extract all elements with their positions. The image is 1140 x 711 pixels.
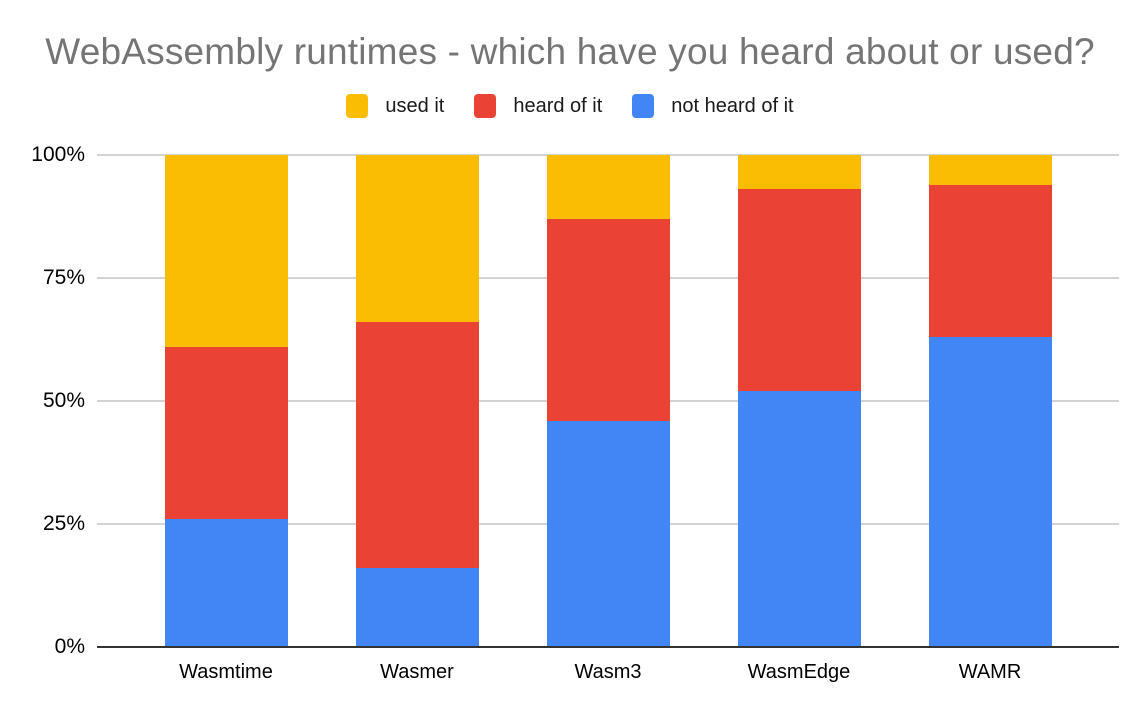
bar-segment-heard-of-it-wasmedge [737,189,861,392]
bar-wasm3 [546,155,670,647]
y-axis-label-0: 0% [54,635,85,658]
bar-segment-heard-of-it-wasmer [355,322,479,569]
bar-segment-not-heard-of-it-wasmer [355,568,479,647]
bar-segment-heard-of-it-wasm3 [546,218,670,421]
bar-segment-heard-of-it-wamr [928,184,1052,338]
bar-segment-not-heard-of-it-wasmtime [164,519,288,647]
bar-wasmedge [737,155,861,647]
bar-segment-used-it-wamr [928,155,1052,185]
x-axis-label-wasm3: Wasm3 [574,661,642,683]
x-axis-label-wasmedge: WasmEdge [747,661,851,683]
bar-wamr [928,155,1052,647]
legend-item-not-heard-of-it: not heard of it [632,94,794,118]
legend-label-heard-of-it: heard of it [513,94,603,117]
x-axis-line [97,646,1119,648]
legend: used it heard of it not heard of it [0,94,1140,118]
y-axis-label-100: 100% [31,143,85,166]
legend-label-not-heard-of-it: not heard of it [671,94,794,117]
x-axis-label-wasmtime: Wasmtime [179,661,273,683]
bar-segment-used-it-wasmtime [164,155,288,347]
x-axis-label-wamr: WAMR [958,661,1022,683]
x-axis-label-wasmer: Wasmer [380,661,454,683]
gridline-100 [97,154,1119,156]
bar-segment-heard-of-it-wasmtime [164,346,288,520]
legend-item-used-it: used it [346,94,444,118]
legend-swatch-used-it [346,94,369,118]
bar-segment-not-heard-of-it-wasm3 [546,420,670,647]
bar-segment-not-heard-of-it-wasmedge [737,391,861,647]
legend-label-used-it: used it [385,94,445,117]
bar-wasmtime [164,155,288,647]
bar-segment-not-heard-of-it-wamr [928,337,1052,647]
bar-segment-used-it-wasm3 [546,155,670,219]
bar-segment-used-it-wasmedge [737,155,861,190]
legend-swatch-heard-of-it [474,94,497,118]
y-axis-label-25: 25% [42,512,85,535]
legend-item-heard-of-it: heard of it [474,94,602,118]
y-axis-label-75: 75% [42,266,85,289]
y-axis-label-50: 50% [42,389,85,412]
bar-wasmer [355,155,479,647]
bar-segment-used-it-wasmer [355,155,479,323]
legend-swatch-not-heard-of-it [632,94,655,118]
chart-title: WebAssembly runtimes - which have you he… [45,31,1095,72]
